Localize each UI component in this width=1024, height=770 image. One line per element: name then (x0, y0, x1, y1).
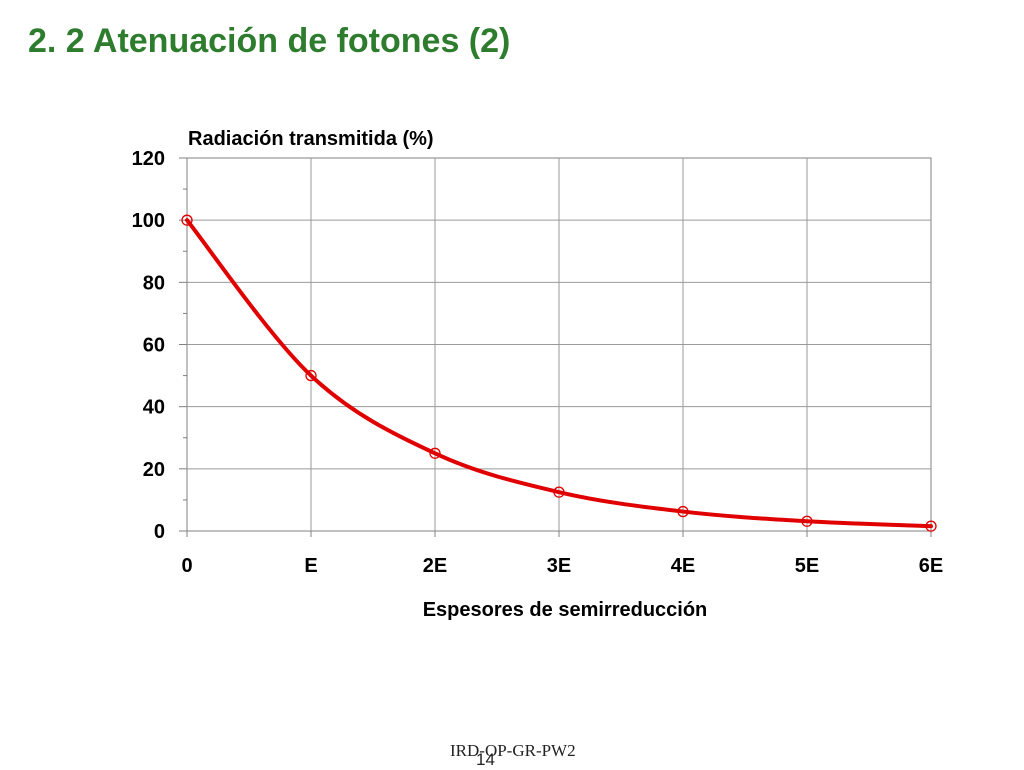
y-tick-label: 20 (143, 459, 165, 481)
data-point (925, 520, 937, 532)
y-tick-labels: 0 20 40 60 80 100 120 (132, 148, 165, 543)
data-point (305, 369, 317, 382)
x-tick-label: 0 (181, 555, 192, 577)
y-tick-label: 40 (143, 397, 165, 419)
y-tick-label: 60 (143, 335, 165, 357)
page-title: 2. 2 Atenuación de fotones (2) (28, 22, 511, 60)
y-tick-label: 0 (154, 521, 165, 543)
data-point (429, 447, 441, 459)
axis-ticks (179, 157, 932, 537)
y-tick-label: 120 (132, 148, 165, 170)
data-markers (181, 214, 937, 532)
x-tick-label: E (304, 555, 317, 577)
series-curve (185, 218, 933, 529)
y-tick-label: 100 (132, 210, 165, 232)
x-tick-label: 2E (423, 555, 447, 577)
data-point (801, 515, 813, 527)
x-tick-label: 4E (671, 555, 695, 577)
x-tick-label: 5E (795, 555, 819, 577)
x-axis-label: Espesores de semirreducción (423, 599, 708, 621)
data-point (553, 486, 565, 498)
footer-code: IRD-OP-GR-PW2 (450, 741, 576, 760)
y-tick-label: 80 (143, 272, 165, 294)
page-number: 14 (476, 750, 495, 769)
grid-lines (187, 158, 931, 531)
x-tick-label: 3E (547, 555, 571, 577)
data-point (677, 505, 689, 518)
x-tick-labels: 0 E 2E 3E 4E 5E 6E (181, 555, 943, 577)
chart-title: Radiación transmitida (%) (188, 128, 434, 150)
data-point (181, 214, 193, 226)
x-tick-label: 6E (919, 555, 943, 577)
